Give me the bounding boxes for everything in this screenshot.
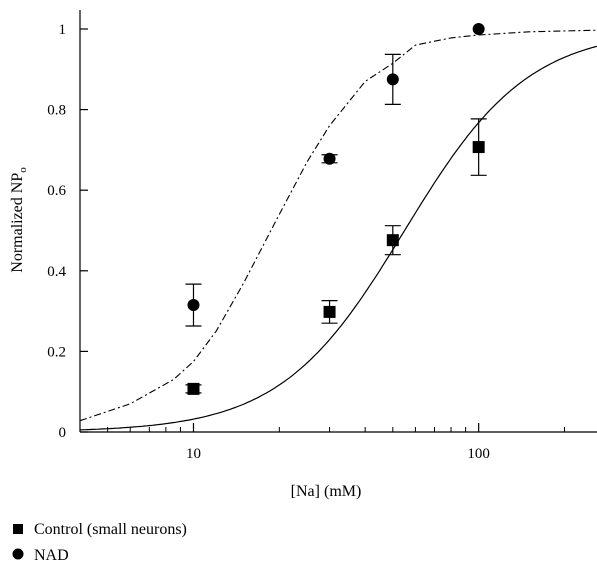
y-axis-title-subscript: o [17,167,29,173]
control-point [187,382,200,395]
legend: Control (small neurons) NAD [12,521,187,564]
nad-point [323,152,336,165]
nad-point [386,73,399,86]
nad-point [472,23,485,35]
y-axis-title-main: Normalized NP [9,173,26,273]
y-tick-label: 0.6 [47,183,66,199]
legend-label-control: Control (small neurons) [34,521,187,538]
y-axis-title: Normalized NPo [9,167,29,273]
control-point [323,305,336,318]
legend-label-nad: NAD [34,547,69,564]
y-tick-label: 0 [59,425,67,441]
y-tick-label: 0.4 [47,264,66,280]
legend-square-marker [13,524,23,534]
axes: 0 0.2 0.4 0.6 0.8 1 10 100 [47,10,597,462]
nad-point [187,299,200,312]
x-tick-label: 100 [467,446,490,462]
y-tick-label: 0.2 [47,344,66,360]
legend-circle-marker [12,548,24,560]
fit-curves [79,29,597,431]
y-tick-label: 1 [59,22,67,38]
x-tick-label: 10 [186,446,201,462]
data-points [185,23,487,395]
control-point [386,234,399,247]
x-axis-title: [Na] (mM) [291,483,362,500]
y-tick-label: 0.8 [47,103,66,119]
nad-fit-line [79,29,597,422]
control-point [472,141,485,154]
control-fit-line [79,45,597,431]
